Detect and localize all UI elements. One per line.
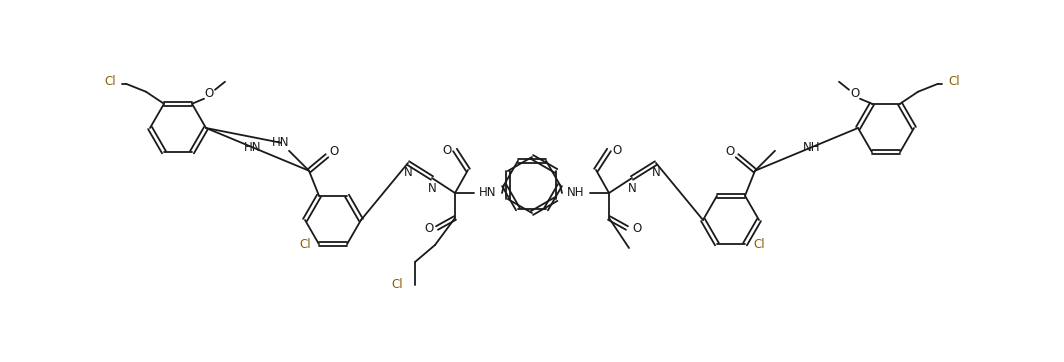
Text: N: N	[403, 167, 413, 180]
Text: O: O	[425, 222, 434, 235]
Text: NH: NH	[802, 141, 820, 154]
Text: HN: HN	[479, 186, 497, 199]
Text: NH: NH	[567, 186, 585, 199]
Text: Cl: Cl	[948, 75, 960, 88]
Text: O: O	[443, 143, 451, 156]
Text: O: O	[330, 145, 338, 158]
Text: HN: HN	[244, 141, 262, 154]
Text: O: O	[613, 143, 621, 156]
Text: Cl: Cl	[753, 238, 765, 251]
Text: Cl: Cl	[392, 278, 403, 291]
Text: O: O	[726, 145, 734, 158]
Text: N: N	[428, 181, 436, 194]
Text: O: O	[632, 222, 642, 235]
Text: N: N	[628, 181, 636, 194]
Text: HN: HN	[272, 136, 289, 149]
Text: Cl: Cl	[299, 238, 311, 251]
Text: O: O	[850, 87, 860, 100]
Text: Cl: Cl	[104, 75, 116, 88]
Text: O: O	[204, 87, 214, 100]
Text: N: N	[651, 167, 661, 180]
